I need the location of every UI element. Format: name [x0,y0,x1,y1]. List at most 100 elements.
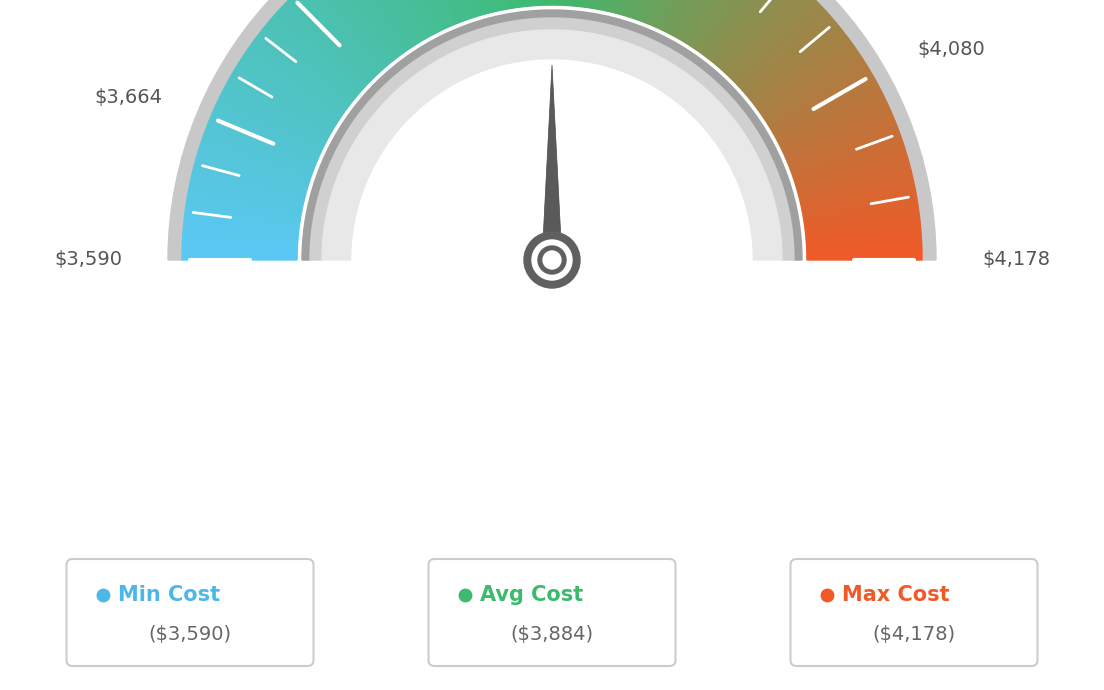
Wedge shape [309,0,386,68]
Wedge shape [227,79,329,137]
Wedge shape [599,0,624,10]
Wedge shape [765,57,863,121]
Wedge shape [351,0,415,46]
Wedge shape [675,0,733,37]
Wedge shape [452,0,485,14]
Wedge shape [197,154,308,189]
Wedge shape [193,168,305,199]
Wedge shape [538,0,544,6]
Wedge shape [543,0,548,5]
Wedge shape [534,0,542,6]
Wedge shape [556,0,561,5]
Wedge shape [392,0,444,30]
Wedge shape [763,52,860,118]
Wedge shape [286,1,370,83]
Wedge shape [609,0,638,12]
Wedge shape [804,199,917,220]
Wedge shape [783,102,888,153]
Wedge shape [429,0,469,19]
Wedge shape [432,0,471,19]
Wedge shape [211,113,318,161]
Wedge shape [678,0,737,39]
Wedge shape [549,0,552,5]
Wedge shape [337,0,405,52]
Wedge shape [782,100,887,151]
FancyBboxPatch shape [66,559,314,666]
Wedge shape [779,92,883,146]
Text: ($3,590): ($3,590) [148,625,232,644]
Wedge shape [384,0,438,33]
Wedge shape [256,35,349,107]
Wedge shape [806,225,921,238]
Wedge shape [353,0,417,45]
Wedge shape [690,0,755,47]
Wedge shape [776,84,879,141]
Wedge shape [182,251,297,256]
Wedge shape [689,0,753,46]
Wedge shape [418,0,461,22]
Wedge shape [803,188,915,213]
Wedge shape [578,0,593,6]
Wedge shape [386,0,439,32]
Wedge shape [183,231,298,242]
Wedge shape [693,0,760,49]
Wedge shape [426,0,467,20]
Wedge shape [394,0,445,29]
Wedge shape [604,0,630,11]
Wedge shape [584,0,602,8]
Wedge shape [390,0,442,31]
Wedge shape [232,72,332,132]
Wedge shape [457,0,489,14]
Wedge shape [212,110,319,159]
Wedge shape [746,20,836,96]
Wedge shape [424,0,466,21]
Wedge shape [192,171,305,201]
Wedge shape [222,90,326,144]
Wedge shape [529,0,538,6]
Wedge shape [506,0,522,7]
Wedge shape [635,0,675,19]
Wedge shape [657,0,707,28]
Wedge shape [627,0,664,17]
Wedge shape [305,0,383,70]
Wedge shape [796,151,906,187]
Wedge shape [344,0,411,49]
Wedge shape [275,13,362,91]
Wedge shape [182,248,297,254]
Wedge shape [182,237,297,246]
Wedge shape [283,5,368,86]
Wedge shape [471,0,498,11]
Wedge shape [268,20,358,96]
Wedge shape [554,0,558,5]
Wedge shape [198,151,308,187]
Wedge shape [629,0,667,17]
Wedge shape [206,124,315,168]
Wedge shape [520,0,532,6]
Wedge shape [241,57,339,121]
Wedge shape [502,0,520,8]
Wedge shape [769,67,869,128]
Wedge shape [740,9,826,88]
Wedge shape [514,0,528,6]
Wedge shape [736,5,821,86]
Wedge shape [359,0,421,43]
Wedge shape [773,74,873,134]
Wedge shape [800,179,914,206]
Wedge shape [805,208,919,226]
Wedge shape [225,84,328,141]
Wedge shape [623,0,658,16]
Wedge shape [371,0,429,37]
Wedge shape [244,52,341,118]
Wedge shape [295,0,376,77]
Wedge shape [400,0,449,28]
Wedge shape [682,0,743,41]
Wedge shape [787,116,894,162]
Wedge shape [607,0,636,12]
Wedge shape [569,0,578,6]
Wedge shape [374,0,431,37]
Wedge shape [183,222,298,236]
Wedge shape [188,190,301,214]
Wedge shape [482,0,507,10]
Wedge shape [202,137,311,177]
Wedge shape [640,0,682,21]
